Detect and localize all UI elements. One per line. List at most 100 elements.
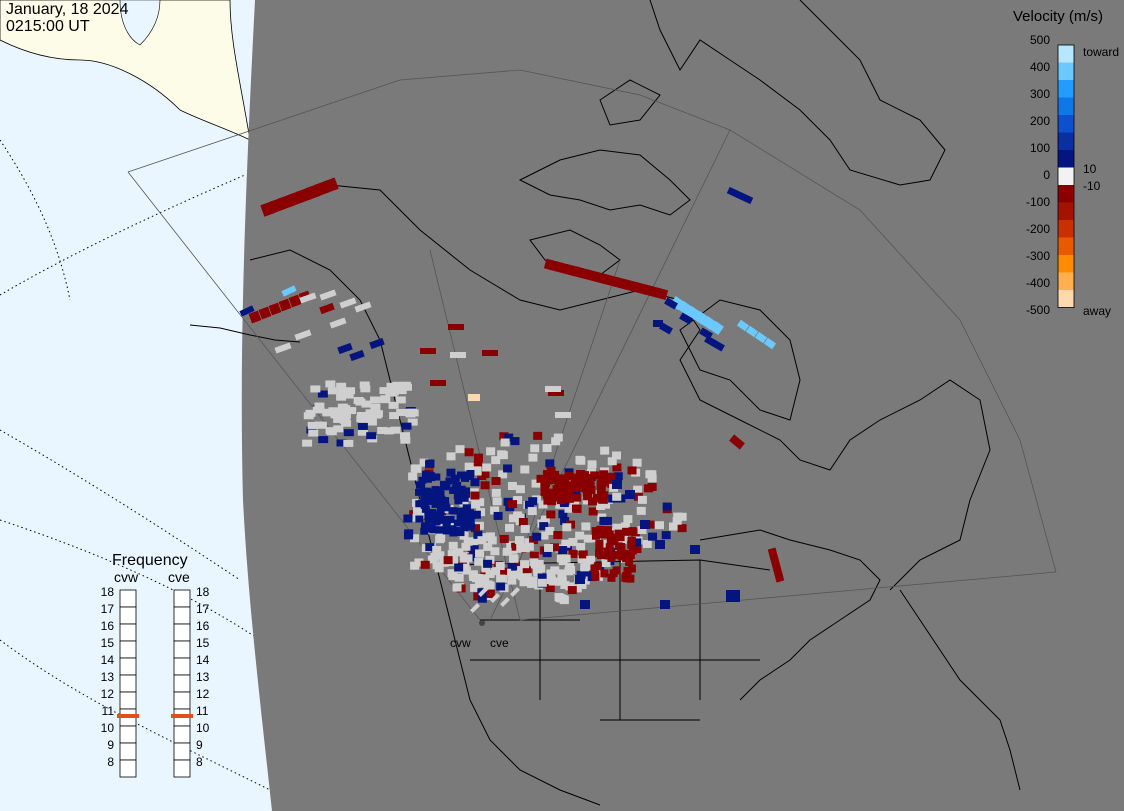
frequency-scale-label: 14 [101,653,115,667]
legend-tick-label: -400 [1026,276,1050,290]
scatter-cell [470,583,480,592]
scatter-cell [406,408,417,416]
scatter-cell [545,526,555,535]
scatter-cell [599,470,609,479]
scatter-cell [563,263,579,277]
legend-color-segment [1058,272,1074,290]
scatter-cell [337,342,353,355]
scatter-cell [580,600,590,609]
scatter-cell [508,514,518,523]
scatter-cell [605,543,614,552]
scatter-cell [487,536,497,545]
scatter-cell [566,566,576,575]
scatter-cell [530,444,540,453]
scatter-cell [610,537,619,546]
frequency-cell [119,606,137,625]
scatter-cell [504,433,514,442]
legend-tick-label: 0 [1043,168,1050,182]
scatter-cell [640,520,650,529]
scatter-cell [319,302,335,315]
legend-color-segment [1058,290,1074,308]
scatter-cell [612,480,622,489]
frequency-scale-label: 13 [101,670,115,684]
scatter-cell [436,510,445,518]
scatter-cell [390,426,401,434]
frequency-cell [119,725,137,744]
scatter-cell [473,461,483,470]
scatter-cell [583,568,593,577]
scatter-cell [564,504,574,513]
scatter-cell [451,484,460,492]
aleutian-outline [189,324,301,343]
scatter-cell [627,564,636,573]
scatter-cell [305,409,316,417]
scatter-cell [369,337,385,350]
scatter-cell [562,523,572,532]
scatter-cell [312,406,323,414]
frequency-cell [173,759,191,778]
scatter-cell [442,527,451,535]
scatter-cell [542,444,552,453]
scatter-cell [258,306,272,320]
scatter-cell [622,527,631,536]
scatter-cell [446,516,455,524]
legend-color-segment [1058,132,1074,150]
legend-color-segment [1058,80,1074,98]
meridian-line-1 [0,174,246,296]
scatter-cell [620,522,630,531]
scatter-cell [616,533,625,542]
frequency-scale-label: 16 [101,619,115,633]
scatter-cell [477,536,487,545]
scatter-cell [576,570,586,579]
scatter-cell [561,554,571,563]
scatter-cell [318,436,329,444]
scatter-cell [485,532,495,541]
frequency-cell [173,606,191,625]
scatter-cell [543,496,553,505]
legend-color-segment [1058,220,1074,238]
scatter-cell [327,387,338,395]
scatter-cell [507,576,517,585]
scatter-cell [661,531,671,540]
scatter-cell [419,458,429,467]
scatter-cell [450,352,466,358]
frequency-title: Frequency [112,552,188,569]
scatter-cell [599,491,609,500]
scatter-cell [425,516,434,524]
legend-color-bar [1057,44,1075,308]
scatter-cell [763,337,777,350]
date-label: January, 18 2024 [6,1,129,18]
frequency-scale-label: 15 [101,636,115,650]
scatter-cell [532,532,542,541]
frequency-scale-label: 11 [196,704,209,718]
scatter-cell [365,409,376,417]
scatter-cell [491,477,501,486]
scatter-cell [522,565,532,574]
scatter-cell [341,419,352,427]
scatter-cell [447,550,457,559]
scatter-cell [537,573,547,582]
scatter-cell [415,488,424,496]
scatter-cell [436,490,445,498]
frequency-cell [119,640,137,659]
scatter-cell [607,551,616,560]
scatter-cell [555,475,565,484]
scatter-cell [496,582,506,591]
legend-tick-label: 300 [1030,87,1050,101]
scatter-cell [580,563,590,572]
legend-tick-label: -10 [1083,179,1101,193]
frequency-cell [119,674,137,693]
legend-bar-border [1057,44,1075,308]
scatter-cell [468,570,478,579]
scatter-cell [442,521,451,529]
pacific-coast-outline [249,249,601,806]
scatter-cell [475,549,485,558]
scatter-cell [460,563,470,572]
scatter-cell [528,576,538,585]
scatter-cell [420,348,436,354]
legend-tick-label: -500 [1026,303,1050,317]
scatter-cell [507,481,517,490]
scatter-cell [288,294,302,308]
scatter-cell [736,319,750,332]
scatter-cell [524,538,534,547]
